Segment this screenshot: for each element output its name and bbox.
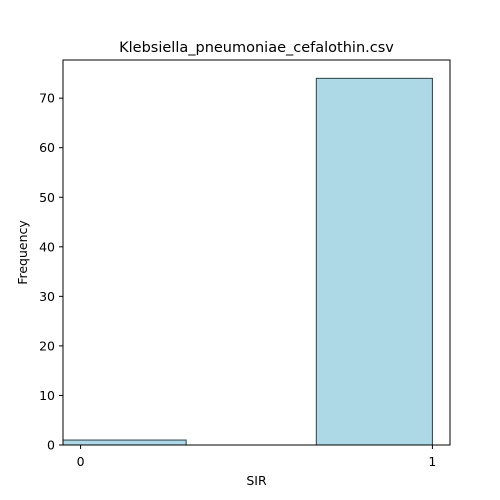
x-axis-label: SIR	[246, 473, 267, 488]
y-tick-label: 60	[39, 140, 55, 155]
x-tick-label: 0	[77, 454, 85, 469]
y-tick-label: 20	[39, 338, 55, 353]
plot-frame	[62, 59, 451, 446]
y-tick-label: 40	[39, 239, 55, 254]
y-axis-ticks: 0 10 20 30 40 50 60 70	[39, 91, 63, 453]
y-tick-label: 10	[39, 388, 55, 403]
chart-title: Klebsiella_pneumoniae_cefalothin.csv	[119, 40, 394, 56]
y-tick-label: 0	[47, 438, 55, 453]
y-axis-label: Frequency	[15, 220, 30, 285]
x-tick-label: 1	[428, 454, 436, 469]
y-tick-label: 30	[39, 289, 55, 304]
y-tick-label: 70	[39, 91, 55, 106]
y-tick-label: 50	[39, 190, 55, 205]
histogram-bar-0	[62, 439, 187, 446]
bars-group	[62, 77, 433, 446]
histogram-bar-1	[315, 77, 433, 446]
